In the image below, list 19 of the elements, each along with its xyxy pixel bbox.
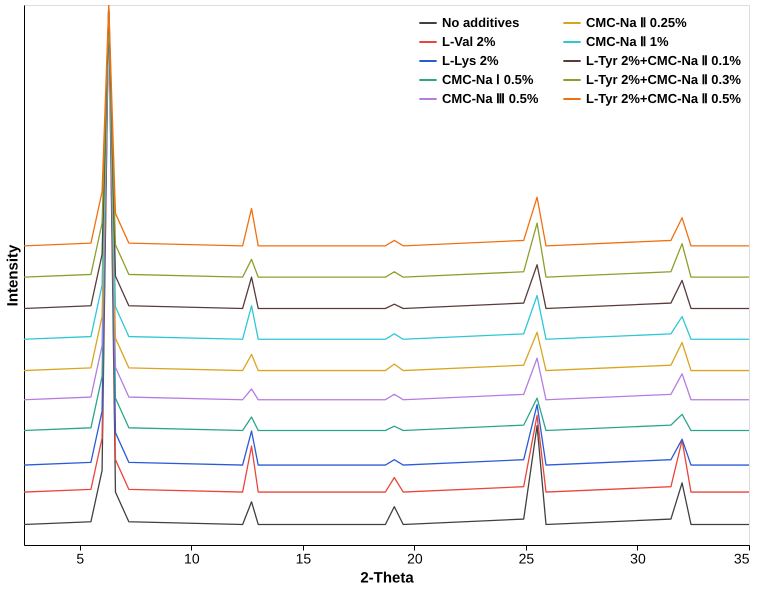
legend-label: CMC-Na Ⅰ 0.5% (442, 72, 534, 87)
x-tick-label: 10 (184, 550, 200, 566)
x-tick-label: 30 (630, 550, 646, 566)
legend-label: L-Tyr 2%+CMC-Na Ⅱ 0.3% (586, 72, 742, 87)
legend-label: L-Tyr 2%+CMC-Na Ⅱ 0.1% (586, 53, 742, 68)
legend-label: L-Val 2% (442, 34, 496, 49)
x-tick-label: 15 (296, 550, 312, 566)
x-tick-label: 5 (76, 550, 84, 566)
legend-label: L-Tyr 2%+CMC-Na Ⅱ 0.5% (586, 91, 742, 106)
legend-label: L-Lys 2% (442, 53, 500, 68)
x-tick-label: 25 (518, 550, 534, 566)
x-tick-label: 35 (734, 550, 750, 566)
legend-label: CMC-Na Ⅲ 0.5% (442, 91, 539, 106)
legend-label: CMC-Na Ⅱ 1% (586, 34, 670, 49)
legend-label: CMC-Na Ⅱ 0.25% (586, 15, 688, 30)
x-tick-label: 20 (407, 550, 423, 566)
y-axis-title: Intensity (4, 244, 22, 306)
legend-label: No additives (442, 15, 520, 30)
x-axis-title: 2-Theta (360, 570, 414, 586)
